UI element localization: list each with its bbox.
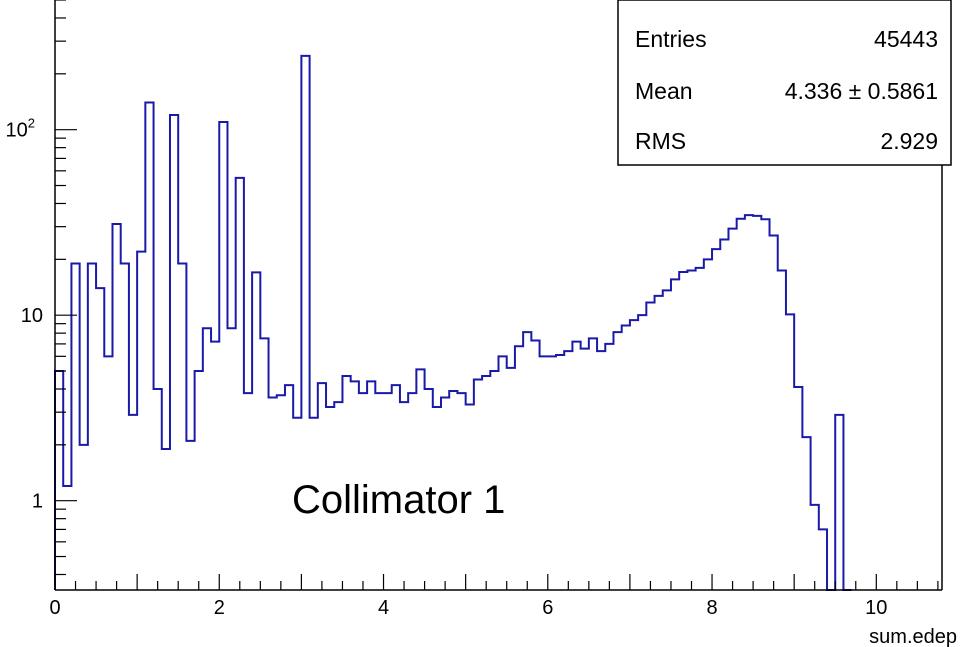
y-tick-label: 1 (32, 491, 43, 513)
stats-box: Entries 45443 Mean 4.336 ± 0.5861 RMS 2.… (617, 0, 952, 166)
stats-rms-label: RMS (635, 128, 686, 154)
stats-box-frame (617, 0, 952, 166)
stats-mean-value: 4.336 ± 0.5861 (785, 78, 938, 104)
x-tick-label: 2 (214, 597, 225, 619)
x-tick-label: 8 (706, 597, 717, 619)
x-tick-label: 4 (378, 597, 389, 619)
chart-annotation: Collimator 1 (292, 478, 505, 522)
x-tick-label: 6 (542, 597, 553, 619)
y-tick-label: 102 (6, 116, 35, 142)
stats-entries-value: 45443 (874, 26, 938, 52)
x-axis-label: sum.edep (869, 626, 957, 647)
stats-mean-label: Mean (635, 78, 693, 104)
histogram-line (54, 54, 852, 591)
y-tick-label: 10 (21, 305, 43, 327)
stats-rms-value: 2.929 (880, 128, 938, 154)
stats-entries-label: Entries (635, 26, 707, 52)
x-tick-label: 10 (865, 597, 887, 619)
marks-layer (54, 54, 852, 591)
x-tick-label: 0 (49, 597, 60, 619)
